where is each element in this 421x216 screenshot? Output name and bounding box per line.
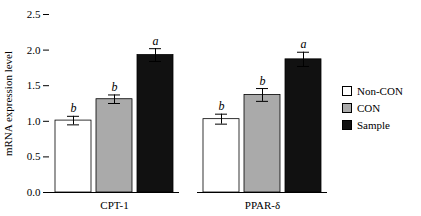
svg-text:b: b [260,74,266,88]
svg-text:b: b [71,101,77,115]
svg-text:0.0: 0.0 [27,186,41,198]
svg-text:1.5: 1.5 [27,79,41,91]
svg-text:b: b [112,80,118,94]
svg-text:0.5: 0.5 [27,150,41,162]
svg-text:2.5: 2.5 [27,8,41,20]
svg-text:PPAR-δ: PPAR-δ [245,199,280,211]
html-text:Non-CON: Non-CON [357,85,403,97]
svg-text:mRNA expression level: mRNA expression level [2,51,14,156]
svg-text:a: a [153,34,159,48]
svg-text:b: b [219,99,225,113]
svg-text:CPT-1: CPT-1 [100,199,128,211]
html-text:Sample: Sample [357,119,390,131]
html-text:CON: CON [357,102,381,114]
svg-text:2.0: 2.0 [27,44,41,56]
svg-text:a: a [301,37,307,51]
svg-text:1.0: 1.0 [27,115,41,127]
